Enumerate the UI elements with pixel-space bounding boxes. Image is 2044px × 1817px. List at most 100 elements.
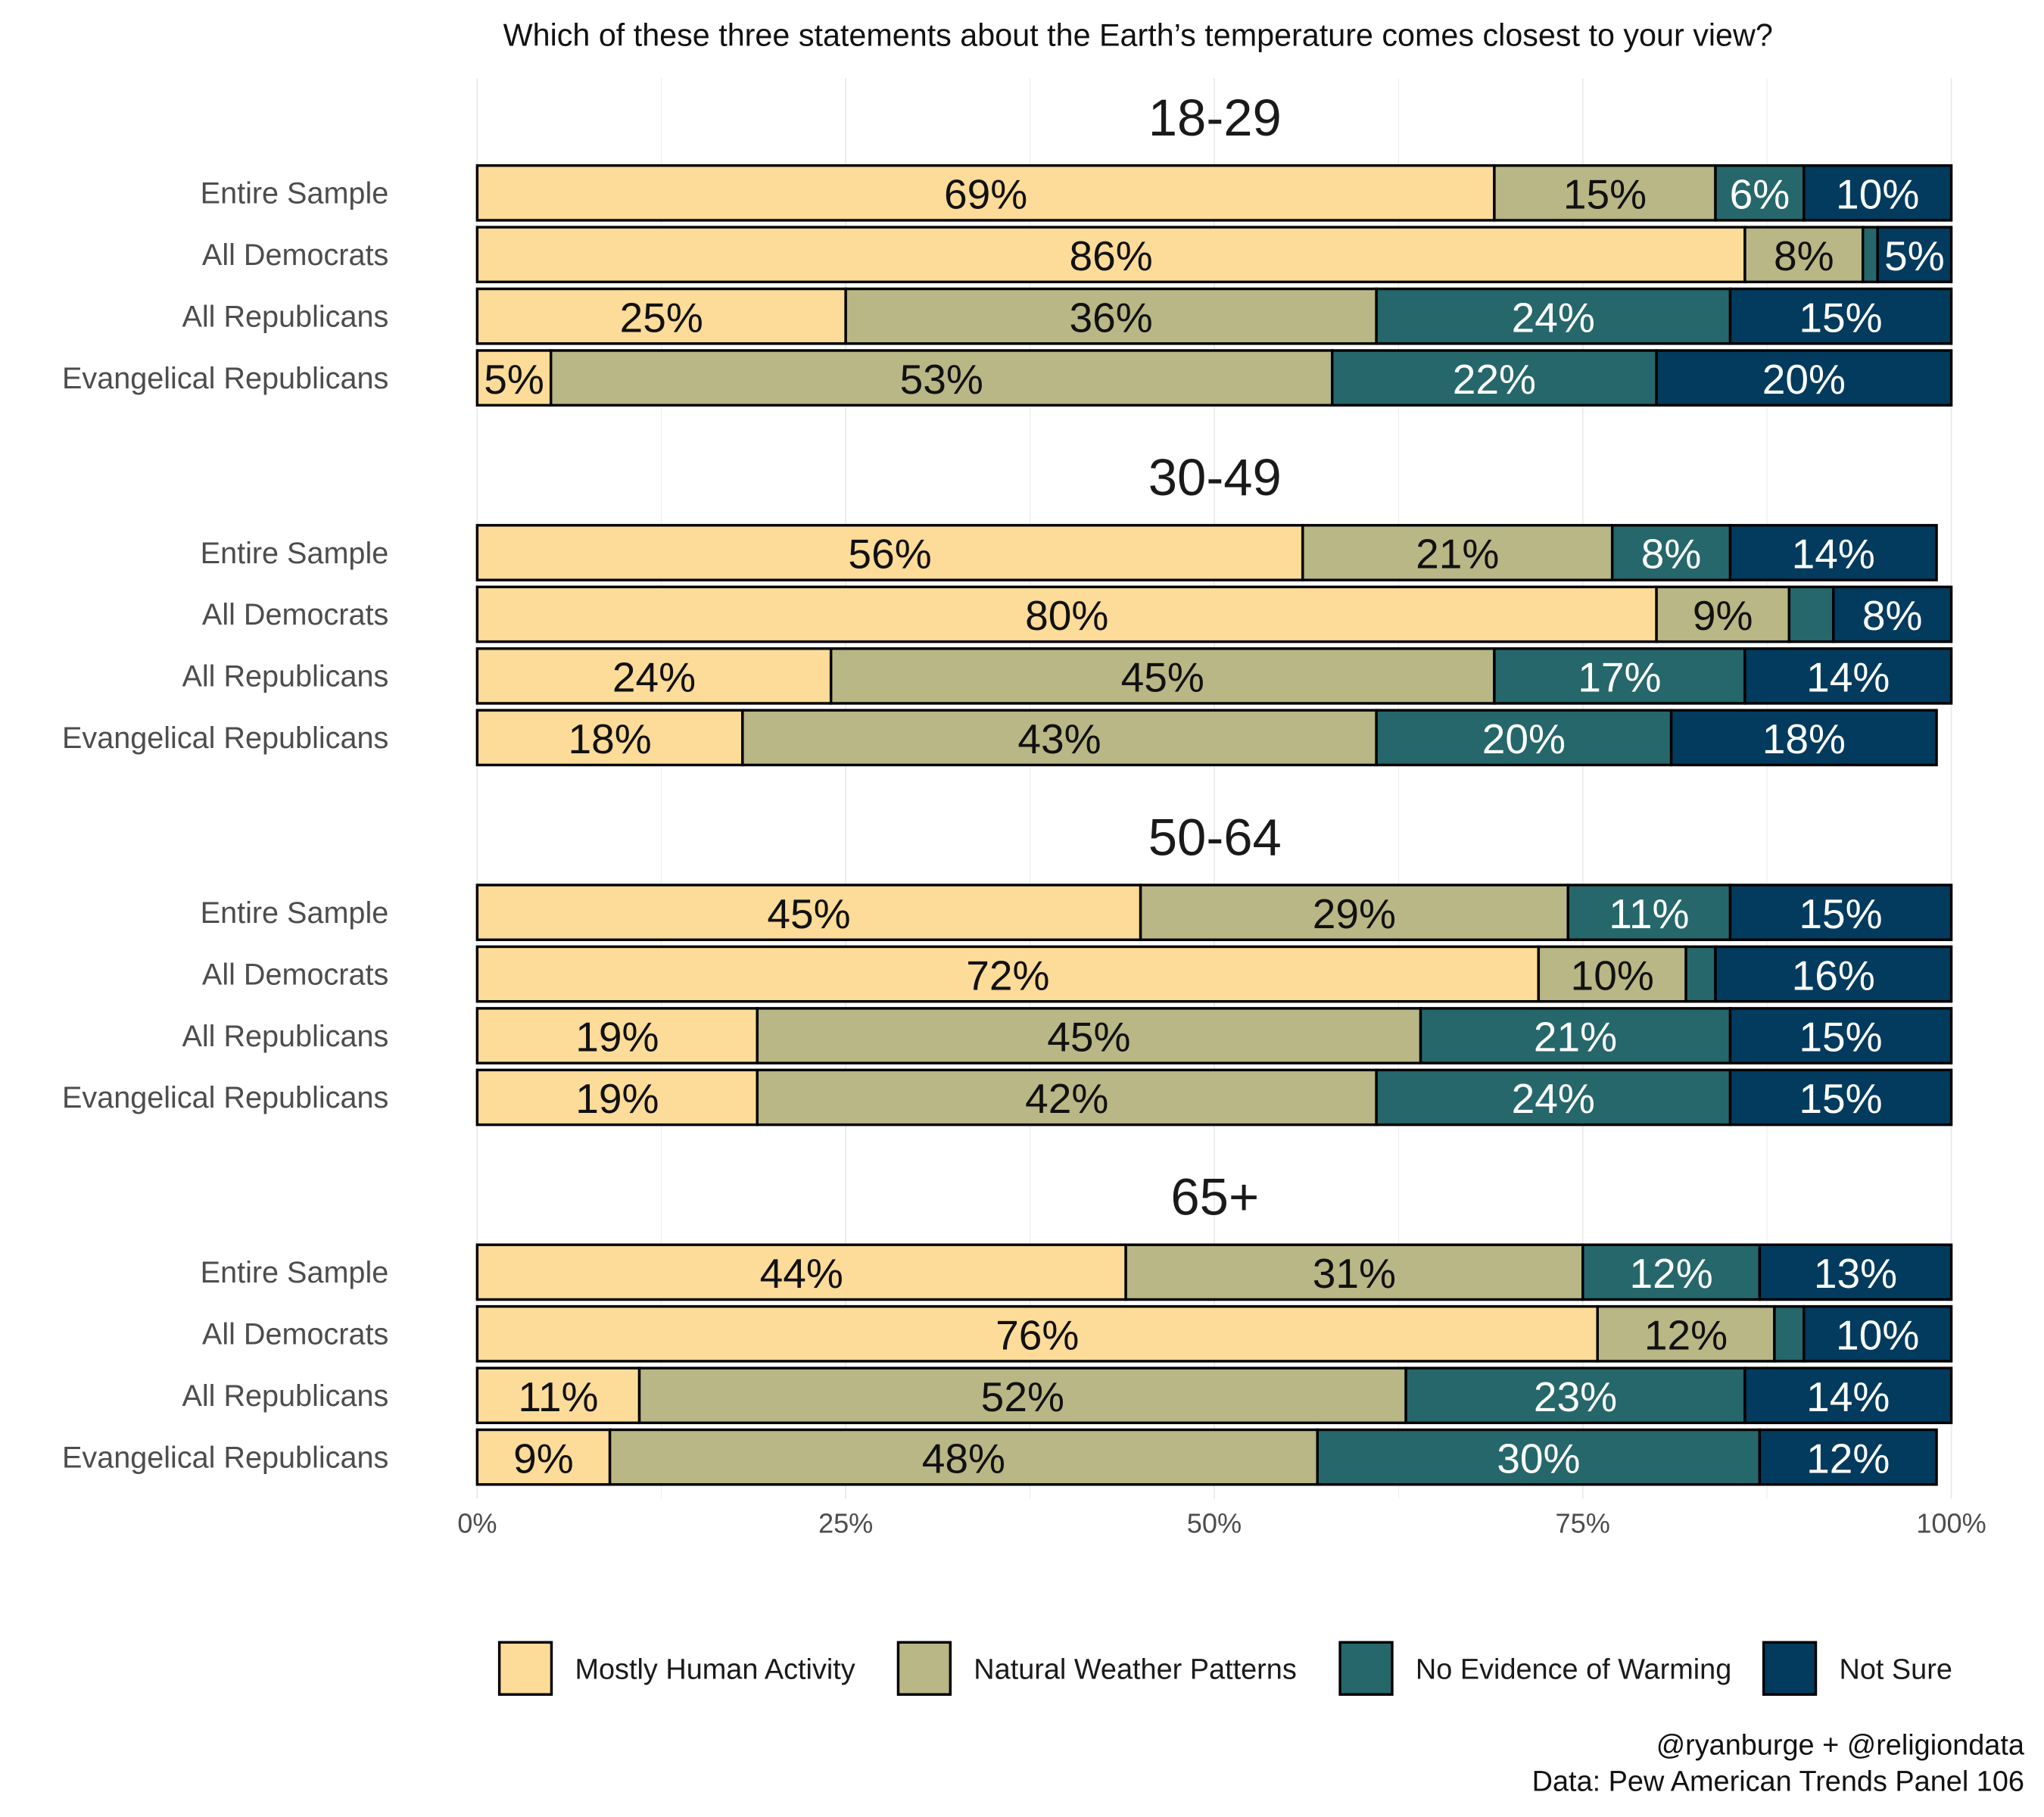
bar-segment xyxy=(1316,1428,1762,1486)
data-label: 5% xyxy=(484,356,544,403)
data-label: 25% xyxy=(620,294,703,341)
data-label: 24% xyxy=(612,654,696,701)
category-label: Entire Sample xyxy=(201,537,389,570)
panels: 18-29 Entire Sample 69% 15% 6% 10% All Democra… xyxy=(62,89,1953,1486)
data-label: 86% xyxy=(1070,232,1153,279)
category-label: All Republicans xyxy=(182,300,388,333)
bar-segment xyxy=(1139,884,1569,942)
bar-segment xyxy=(1375,709,1673,767)
data-label: 8% xyxy=(1862,592,1923,639)
bar-segment xyxy=(1537,945,1687,1003)
bar-segment xyxy=(475,709,744,767)
category-label: All Republicans xyxy=(182,1379,388,1413)
data-label: 56% xyxy=(848,531,931,578)
category-label: All Democrats xyxy=(202,1318,388,1351)
bar-segment xyxy=(1728,1068,1953,1127)
data-label: 10% xyxy=(1836,170,1919,217)
data-label: 15% xyxy=(1799,1014,1882,1061)
data-label: 10% xyxy=(1571,952,1654,999)
data-label: 20% xyxy=(1482,715,1566,762)
bar-segment xyxy=(1684,945,1717,1003)
bar-segment xyxy=(475,647,833,705)
data-label: 14% xyxy=(1806,654,1890,701)
bar-segment xyxy=(1758,1243,1953,1301)
data-label: 44% xyxy=(760,1250,843,1297)
bar-segment xyxy=(475,1243,1127,1301)
bar-segment xyxy=(1728,1007,1953,1064)
x-tick-label: 0% xyxy=(457,1508,497,1539)
category-label: All Republicans xyxy=(182,1020,388,1053)
data-label: 8% xyxy=(1774,232,1834,279)
data-label: 18% xyxy=(1762,715,1846,762)
category-label: All Democrats xyxy=(202,238,388,272)
bar-segment xyxy=(1773,1304,1806,1363)
panel-18-29: 18-29 Entire Sample 69% 15% 6% 10% All Democra… xyxy=(62,89,1953,407)
bar-segment xyxy=(1743,1367,1953,1425)
bar-segment xyxy=(475,945,1541,1003)
data-label: 43% xyxy=(1017,715,1101,762)
bar-segment xyxy=(1728,524,1938,581)
category-label: All Republicans xyxy=(182,660,388,693)
category-label: Entire Sample xyxy=(201,177,389,210)
data-label: 15% xyxy=(1799,294,1882,341)
bar-segment xyxy=(1301,524,1614,581)
bar-segment xyxy=(475,226,1746,284)
panel-30-49: 30-49 Entire Sample 56% 21% 8% 14% All Democra… xyxy=(62,448,1953,767)
x-axis: 0% 25% 50% 75% 100% xyxy=(457,1508,1986,1539)
data-label: 15% xyxy=(1563,170,1647,217)
data-label: 80% xyxy=(1025,592,1108,639)
bar-segment xyxy=(549,349,1334,407)
legend-label: Natural Weather Patterns xyxy=(974,1654,1296,1686)
x-tick-label: 50% xyxy=(1187,1508,1242,1539)
bar-segment xyxy=(475,884,1142,942)
data-label: 23% xyxy=(1534,1373,1617,1420)
legend-item: No Evidence of Warming xyxy=(1338,1641,1731,1696)
data-label: 18% xyxy=(568,715,651,762)
data-label: 11% xyxy=(1609,890,1689,937)
data-label: 13% xyxy=(1814,1250,1897,1297)
panel-title: 50-64 xyxy=(1148,808,1282,866)
bar-segment xyxy=(475,1068,759,1127)
bar-segment xyxy=(1419,1007,1732,1064)
category-label: Evangelical Republicans xyxy=(62,362,388,395)
legend-label: Mostly Human Activity xyxy=(575,1654,855,1686)
data-label: 9% xyxy=(1693,592,1753,639)
chart-title: Which of these three statements about th… xyxy=(503,17,1773,52)
caption-line1: @ryanburge + @religiondata xyxy=(1656,1729,2025,1761)
x-tick-label: 25% xyxy=(818,1508,873,1539)
category-label: All Democrats xyxy=(202,958,388,991)
bar-segment xyxy=(1861,226,1879,284)
data-label: 9% xyxy=(513,1435,574,1482)
category-label: Entire Sample xyxy=(201,896,389,930)
legend-item: Natural Weather Patterns xyxy=(896,1641,1297,1696)
bar-segment xyxy=(1655,349,1953,407)
bar-segment xyxy=(1669,709,1938,767)
bar-segment xyxy=(475,1007,759,1064)
bar-segment xyxy=(1330,349,1658,407)
bar-segment xyxy=(1803,164,1953,222)
bar-segment xyxy=(475,287,847,345)
bar-segment xyxy=(1714,945,1953,1003)
bar-segment xyxy=(1728,287,1953,345)
bar-segment xyxy=(1581,1243,1762,1301)
data-label: 36% xyxy=(1070,294,1153,341)
legend: Mostly Human Activity Natural Weather Pat… xyxy=(497,1641,1952,1696)
bar-segment xyxy=(1375,1068,1732,1127)
data-label: 45% xyxy=(767,890,850,937)
data-label: 21% xyxy=(1534,1014,1617,1061)
bar-segment xyxy=(475,585,1658,644)
data-label: 24% xyxy=(1512,1075,1595,1122)
bar-segment xyxy=(1787,585,1835,644)
bar-segment xyxy=(1728,884,1953,942)
bar-segment xyxy=(1566,884,1732,942)
data-label: 19% xyxy=(575,1014,659,1061)
bar-segment xyxy=(741,709,1378,767)
bar-segment xyxy=(475,349,553,407)
legend-item: Not Sure xyxy=(1762,1641,1952,1696)
category-label: Evangelical Republicans xyxy=(62,722,388,755)
bar-segment xyxy=(1876,226,1953,284)
x-tick-label: 100% xyxy=(1916,1508,1986,1539)
legend-label: Not Sure xyxy=(1839,1654,1952,1686)
bar-segment xyxy=(1404,1367,1746,1425)
